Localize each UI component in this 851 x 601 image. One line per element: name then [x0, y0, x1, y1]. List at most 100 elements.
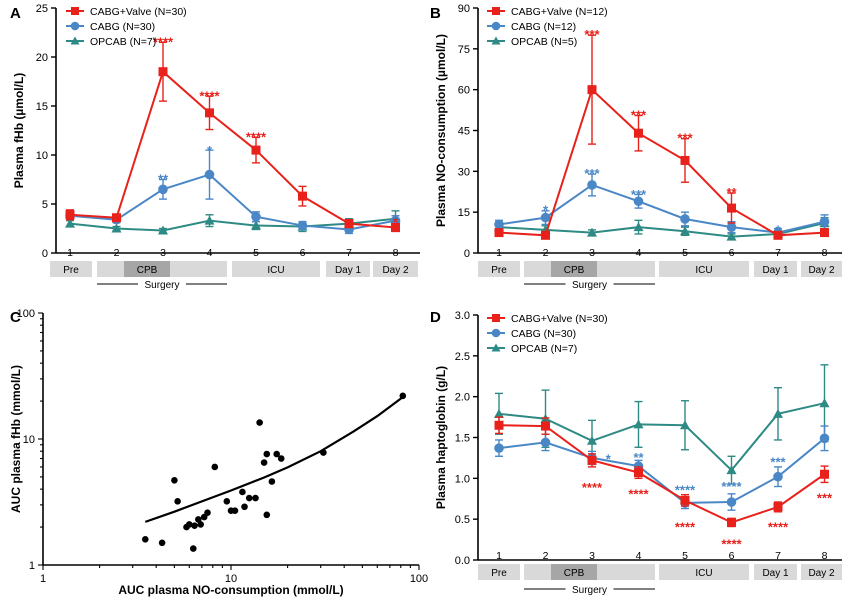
data-point	[541, 230, 550, 240]
y-axis-label: Plasma haptoglobin (g/L)	[434, 366, 448, 509]
timepoint-label: 5	[682, 247, 688, 259]
data-point	[633, 419, 644, 429]
timeline-cpb-box	[124, 261, 170, 277]
y-tick-label: 30	[458, 166, 470, 178]
legend-label: OPCAB (N=5)	[511, 36, 577, 48]
timeline-box	[478, 261, 520, 277]
y-tick-label: 10	[36, 150, 48, 162]
data-point	[297, 220, 308, 231]
legend-label: OPCAB (N=7)	[90, 36, 156, 48]
surgery-label-bg	[565, 278, 614, 290]
legend-marker	[491, 36, 501, 45]
legend-label: CABG (N=30)	[90, 21, 155, 33]
series-valve	[65, 41, 400, 233]
data-point	[112, 213, 121, 223]
timeline-box	[754, 564, 797, 580]
timepoint-label: 6	[729, 247, 735, 259]
series-line-opcab	[498, 402, 825, 472]
series-line-cabg	[69, 173, 396, 231]
scatter-point	[185, 521, 193, 528]
scatter-point	[263, 511, 271, 519]
scatter-point	[191, 522, 198, 530]
scatter-point	[189, 545, 197, 552]
y-tick-label: 3.0	[455, 310, 470, 322]
significance-marker: ****	[721, 536, 742, 551]
timeline-label: Day 2	[808, 568, 835, 579]
data-point	[587, 85, 597, 95]
timeline-box	[801, 261, 842, 277]
timeline-box	[801, 564, 842, 580]
scatter-point	[256, 419, 263, 426]
timepoint-label: 4	[207, 247, 213, 259]
series-opcab	[494, 364, 830, 485]
scatter-point	[273, 450, 280, 458]
timeline-label: ICU	[695, 568, 712, 579]
data-point	[773, 408, 783, 418]
timeline-box	[659, 261, 749, 277]
surgery-label-bg	[565, 583, 614, 595]
data-point	[634, 128, 643, 138]
y-tick-label: 5	[42, 199, 48, 211]
y-tick-label: 15	[458, 207, 470, 219]
scatter-point	[263, 450, 271, 458]
timepoint-label: 1	[496, 247, 502, 259]
y-tick-label: 15	[36, 101, 48, 113]
data-point	[251, 220, 261, 230]
data-point	[634, 468, 643, 478]
x-tick-label: 100	[410, 573, 428, 585]
timepoint-label: 2	[114, 247, 120, 259]
data-point	[540, 437, 551, 448]
significance-marker: ***	[584, 166, 600, 181]
data-point	[111, 223, 122, 233]
data-point	[680, 495, 690, 505]
legend-label: OPCAB (N=7)	[511, 343, 577, 355]
legend-marker	[491, 343, 501, 352]
scatter-point	[241, 503, 248, 511]
y-tick-label: 1.5	[455, 433, 470, 445]
significance-marker: ***	[677, 131, 693, 146]
data-point	[158, 67, 168, 77]
data-point	[773, 471, 783, 482]
y-tick-label: 25	[36, 3, 48, 15]
data-point	[820, 228, 829, 238]
scatter-point	[197, 521, 205, 528]
timeline: 1 2 3 4 5 6 7 8 Pre CPB ICU Day 1 Day 2 Surgery	[50, 247, 418, 291]
y-tick-label: 75	[458, 44, 470, 56]
significance-marker: ***	[770, 455, 786, 470]
x-axis-label: AUC plasma NO-consumption (mmol/L)	[118, 583, 343, 597]
timeline-label: Pre	[63, 265, 79, 276]
timeline: 1 2 3 4 5 6 7 8 Pre CPB ICU Day 1 Day 2 Surgery	[478, 550, 842, 596]
timepoint-label: 3	[589, 247, 595, 259]
data-point	[680, 155, 690, 165]
series-line-valve	[498, 424, 826, 524]
timepoint-label: 3	[160, 247, 166, 259]
significance-marker: ****	[582, 480, 603, 495]
significance-marker: ****	[153, 34, 174, 49]
panel-d: D 0.0 0.5 1.0 1.5 2.0 2.5 3.0 Plasma haptoglobin…	[430, 309, 842, 596]
series-line-valve	[498, 87, 825, 237]
timeline-box	[373, 261, 418, 277]
data-point	[587, 435, 597, 445]
data-point	[494, 228, 504, 238]
surgery-label: Surgery	[144, 280, 179, 291]
x-tick-label: 1	[40, 573, 46, 585]
surgery-label: Surgery	[572, 280, 607, 291]
data-point	[494, 420, 504, 430]
timeline-label: CPB	[564, 265, 585, 276]
data-point	[819, 216, 830, 227]
y-axis-label: Plasma fHb (µmol/L)	[12, 73, 26, 189]
timeline-box	[659, 564, 749, 580]
significance-marker: ***	[817, 491, 833, 506]
timepoint-label: 5	[682, 550, 688, 562]
legend-marker	[492, 7, 500, 15]
data-point	[65, 218, 75, 228]
data-point	[680, 226, 690, 236]
data-point	[204, 169, 215, 180]
y-tick-label: 0.0	[455, 555, 470, 567]
data-point	[65, 210, 75, 220]
significance-marker: ****	[768, 519, 789, 534]
timepoint-label: 8	[822, 247, 828, 259]
timepoint-label: 1	[67, 247, 73, 259]
panel-letter: B	[430, 5, 441, 22]
